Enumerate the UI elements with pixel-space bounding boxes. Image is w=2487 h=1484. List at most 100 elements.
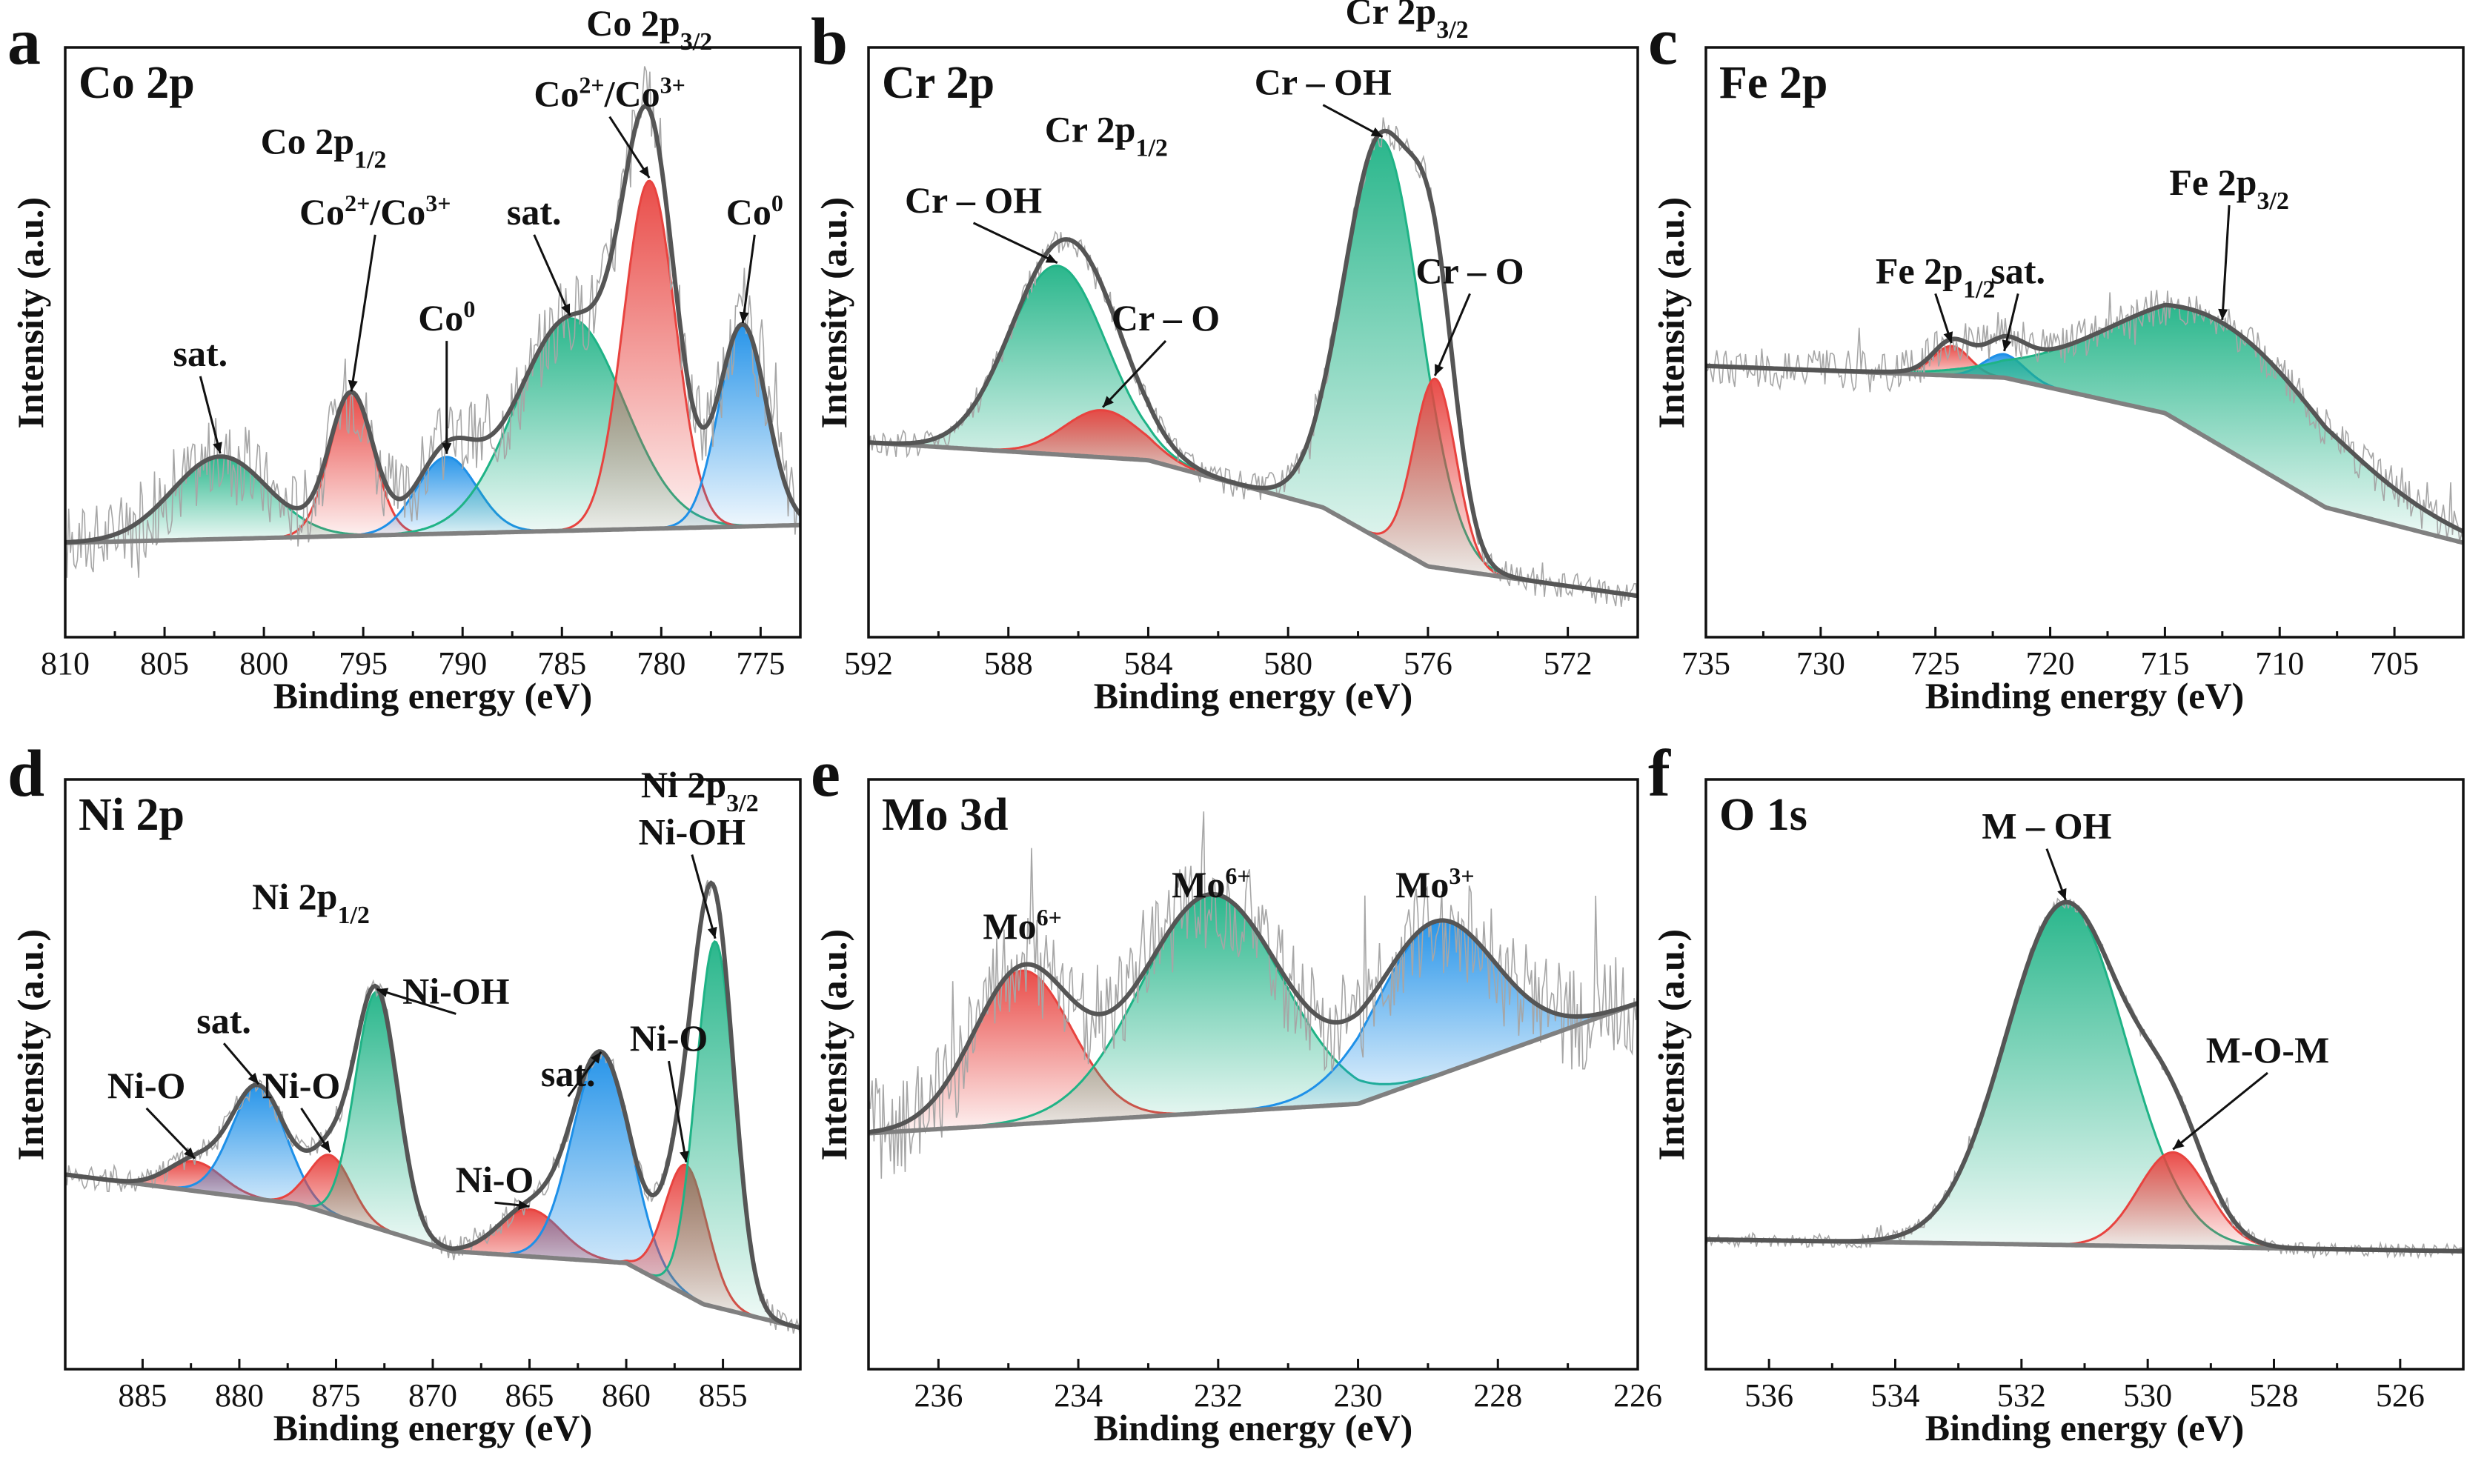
y-axis-title: Intensity (a.u.) (10, 197, 51, 429)
peak-annotation: sat. (541, 1053, 596, 1094)
arrow-head (639, 166, 650, 179)
panel-letter: d (7, 737, 44, 811)
arrow-head (1045, 253, 1057, 263)
annotation-arrow (1102, 340, 1167, 408)
x-axis-title: Binding energy (eV) (273, 1407, 593, 1448)
arrow-head (2057, 888, 2067, 900)
x-tick-label: 572 (1544, 645, 1593, 682)
panel-d: 885 880 875 870 865 860 855 Binding energy (eV)… (7, 737, 802, 1448)
annotation-arrow (691, 854, 717, 939)
panel-letter: f (1648, 737, 1671, 811)
arrow-head (376, 988, 389, 997)
peak-annotation: Ni-O (630, 1017, 708, 1059)
panel-b: 592 588 584 580 576 572 Binding energy (eV) Int… (811, 0, 1639, 716)
panels: 810 805 800 795 790 785 780 775 Binding energy (… (7, 0, 2465, 1448)
element-label: Mo 3d (882, 790, 1009, 840)
peak-fill-8 (634, 941, 795, 1327)
x-tick-label: 710 (2255, 645, 2304, 682)
peak-annotation: Cr – OH (1255, 61, 1392, 103)
peak-annotation: M – OH (1982, 805, 2111, 847)
peak-annotation: Cr 2p3/2 (1346, 0, 1469, 44)
peak-annotation: M-O-M (2206, 1029, 2330, 1071)
x-axis-title: Binding energy (eV) (1925, 1407, 2245, 1448)
x-tick-label: 875 (311, 1377, 360, 1414)
x-tick-label: 528 (2250, 1377, 2299, 1414)
x-tick-label: 795 (339, 645, 388, 682)
peak-annotation: Ni-O (262, 1065, 341, 1106)
panel-letter: c (1648, 5, 1678, 79)
annotation-arrow (608, 116, 651, 179)
y-axis-title: Intensity (a.u.) (10, 929, 51, 1161)
peak-annotation: Co2+/Co3+ (534, 72, 685, 115)
x-tick-label: 234 (1054, 1377, 1103, 1414)
peak-annotation: Cr – OH (905, 179, 1042, 221)
annotation-arrow (350, 234, 376, 392)
peak-fill-4 (1348, 379, 1523, 580)
x-tick-label: 805 (140, 645, 189, 682)
peak-annotation: Ni 2p3/2 (641, 764, 759, 817)
panel-letter: e (811, 737, 840, 811)
peak-fill-5 (541, 181, 757, 532)
peak-annotation: Mo6+ (983, 904, 1061, 947)
envelope-fit (1706, 302, 2463, 534)
x-tick-label: 735 (1681, 645, 1730, 682)
annotation-arrow (972, 222, 1058, 264)
annotation-arrow (533, 234, 571, 316)
y-axis-title: Intensity (a.u.) (813, 197, 854, 429)
peak-annotation: Fe 2p1/2 (1876, 250, 1996, 303)
x-tick-label: 785 (537, 645, 586, 682)
x-tick-label: 534 (1871, 1377, 1920, 1414)
annotation-arrow (741, 234, 756, 324)
peak-annotation: Co2+/Co3+ (299, 190, 451, 233)
background-line (869, 440, 1638, 599)
envelope-fit (1706, 899, 2463, 1254)
peak-annotation: Ni 2p1/2 (252, 876, 370, 929)
x-tick-label: 705 (2370, 645, 2419, 682)
peak-annotation: Co 2p3/2 (586, 2, 712, 56)
envelope-fit (65, 104, 800, 545)
annotation-arrow (199, 376, 222, 454)
annotation-arrow (1433, 293, 1471, 376)
peak-annotation: Cr – O (1112, 297, 1220, 339)
x-tick-label: 530 (2123, 1377, 2172, 1414)
arrow-head (248, 1072, 259, 1085)
annotation-arrow (1322, 104, 1384, 139)
panel-letter: a (7, 5, 41, 79)
raw-spectrum (1706, 897, 2463, 1260)
annotation-arrow (668, 1060, 688, 1163)
envelope-fit (869, 128, 1638, 599)
peak-fill-3 (322, 456, 571, 537)
raw-spectrum (869, 811, 1638, 1179)
x-tick-label: 584 (1123, 645, 1172, 682)
arrow-head (707, 926, 717, 939)
peak-annotation: Ni-O (456, 1159, 534, 1200)
peak-fill-5 (399, 1209, 659, 1280)
x-axis-title: Binding energy (eV) (273, 675, 593, 716)
peak-fill-3 (1222, 139, 1543, 583)
peak-annotation: Mo6+ (1172, 862, 1250, 905)
x-tick-label: 855 (699, 1377, 748, 1414)
x-tick-label: 790 (438, 645, 487, 682)
arrow-head (1435, 364, 1444, 376)
x-tick-label: 576 (1404, 645, 1452, 682)
peak-fill-2 (917, 894, 1504, 1131)
panel-e: 236 234 232 230 228 226 Binding energy (eV) Int… (811, 737, 1662, 1448)
peak-annotation: Cr 2p1/2 (1045, 108, 1168, 162)
y-axis-title: Intensity (a.u.) (813, 929, 854, 1161)
x-axis-title: Binding energy (eV) (1094, 675, 1413, 716)
peak-annotation: sat. (1990, 250, 2045, 291)
x-tick-label: 536 (1744, 1377, 1793, 1414)
peak-annotation: Co0 (418, 296, 475, 339)
arrow-head (591, 1051, 602, 1064)
peak-annotation: sat. (196, 999, 251, 1041)
arrow-head (2002, 339, 2012, 351)
x-tick-label: 725 (1911, 645, 1960, 682)
x-tick-label: 810 (41, 645, 90, 682)
peak-fill-4 (288, 992, 466, 1253)
raw-spectrum (1706, 290, 2463, 542)
x-tick-label: 228 (1473, 1377, 1522, 1414)
arrow-head (1943, 331, 1953, 344)
peak-fill-2 (941, 410, 1264, 492)
peak-fill-1 (869, 265, 1263, 491)
